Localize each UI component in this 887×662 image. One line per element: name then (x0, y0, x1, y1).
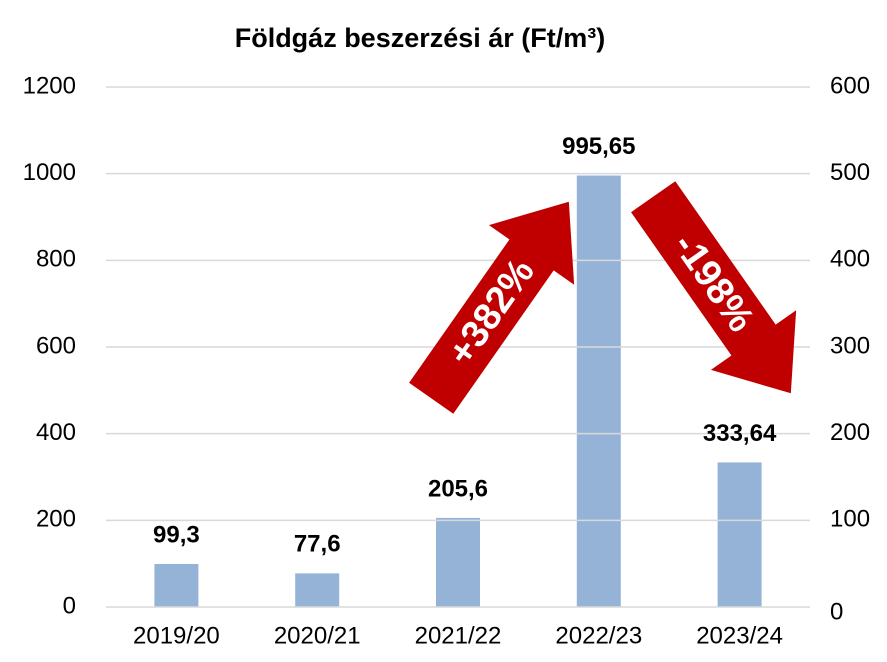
bar (154, 563, 199, 607)
x-tick-label: 2020/21 (274, 622, 361, 649)
y2-tick-label: 600 (830, 72, 870, 99)
bar (717, 462, 762, 607)
data-label: 995,65 (562, 133, 635, 160)
data-label: 333,64 (703, 420, 777, 447)
arrow-shape (631, 181, 797, 394)
y-tick-label: 200 (36, 506, 76, 533)
bar (576, 175, 621, 607)
y-tick-label: 800 (36, 246, 76, 273)
x-tick-label: 2022/23 (555, 622, 642, 649)
y2-tick-label: 300 (830, 332, 870, 359)
arrow-shape (409, 201, 575, 414)
y2-tick-label: 200 (830, 419, 870, 446)
x-tick-label: 2021/22 (415, 622, 502, 649)
decrease-arrow: -198% (631, 181, 797, 394)
y2-tick-label: 0 (830, 598, 843, 625)
y-tick-label: 400 (36, 419, 76, 446)
data-label: 205,6 (428, 475, 488, 502)
x-tick-label: 2019/20 (133, 622, 220, 649)
y-tick-label: 0 (63, 592, 76, 619)
y-tick-label: 1000 (23, 159, 76, 186)
chart-title: Földgáz beszerzési ár (Ft/m³) (235, 23, 606, 53)
bar (436, 517, 480, 607)
data-label: 99,3 (153, 521, 200, 548)
y-tick-label: 1200 (23, 72, 76, 99)
y2-tick-label: 400 (830, 246, 870, 273)
x-tick-label: 2023/24 (696, 622, 783, 649)
bar (295, 573, 340, 607)
y2-tick-label: 100 (830, 506, 870, 533)
data-label: 77,6 (294, 531, 341, 558)
y2-tick-label: 500 (830, 159, 870, 186)
y-tick-label: 600 (36, 332, 76, 359)
